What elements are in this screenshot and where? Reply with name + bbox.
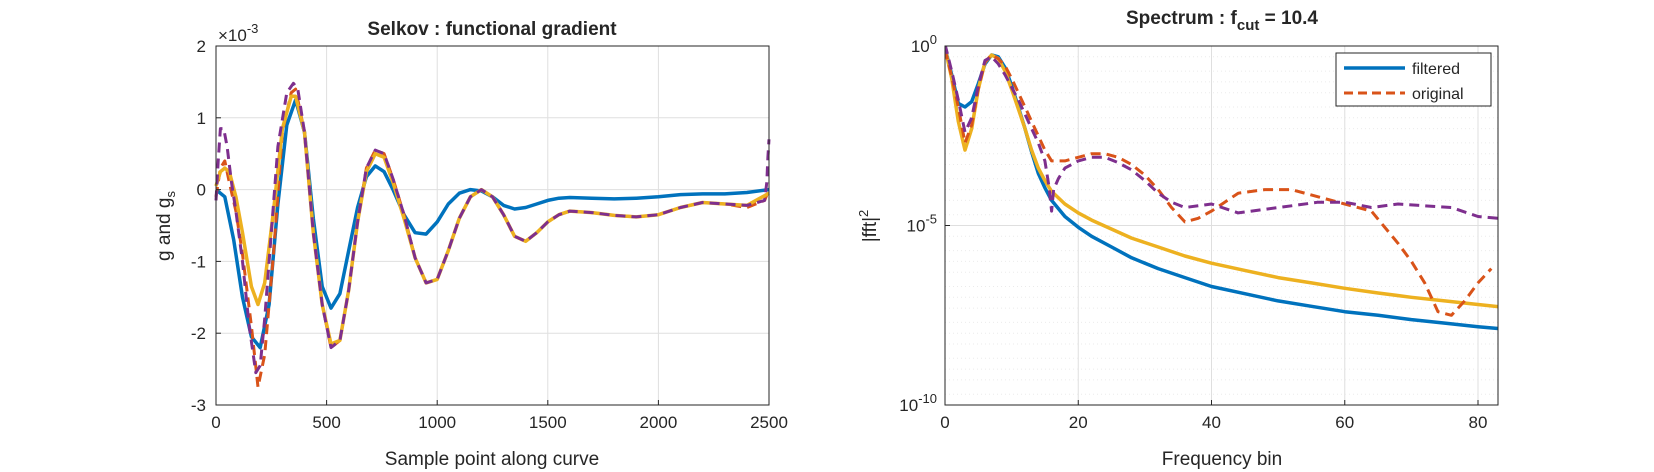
left-x-tick-label: 0 (211, 413, 220, 432)
left-series-line-0 (214, 98, 770, 350)
right-y-tick-label: 10-10 (899, 391, 937, 415)
left-axes-box (215, 45, 770, 406)
right-y-label-main: |fft| (860, 217, 881, 242)
left-x-axis-label: Sample point along curve (385, 449, 599, 470)
right-series-line-3 (945, 46, 1498, 220)
right-chart-title: Spectrum : fcut = 10.4 (1126, 8, 1318, 34)
right-y-tick-base: 10 (911, 37, 930, 56)
right-grid (944, 45, 1498, 406)
left-y-tick-label: -2 (191, 324, 206, 343)
left-chart-title: Selkov : functional gradient (367, 19, 617, 40)
left-x-tick-label: 1000 (418, 413, 456, 432)
right-x-tick-label: 40 (1202, 413, 1221, 432)
right-series (945, 46, 1498, 331)
right-y-axis-label: |fft|2 (856, 210, 881, 243)
left-axes: 0 500 1000 1500 2000 2500 -3 -2 -1 0 1 2 Selkov : f… (154, 19, 788, 470)
right-y-tick-label: 10-5 (907, 212, 937, 236)
left-y-tick-label: 2 (197, 37, 206, 56)
left-series-line-3 (214, 81, 771, 375)
left-y-label-sub: s (163, 191, 178, 198)
legend-box (1335, 52, 1492, 107)
right-y-tick-label: 100 (911, 32, 937, 56)
right-title-sub: cut (1237, 17, 1260, 34)
left-x-tick-label: 2000 (639, 413, 677, 432)
right-x-tick-label: 0 (940, 413, 949, 432)
right-x-tick-label: 60 (1335, 413, 1354, 432)
left-exponent-base: ×10 (218, 26, 247, 45)
right-y-label-sup: 2 (856, 210, 871, 217)
legend-filtered-label: filtered (1412, 61, 1460, 78)
left-x-tick-label: 500 (312, 413, 340, 432)
left-x-tick-label: 2500 (750, 413, 788, 432)
left-exponent-label: ×10-3 (218, 21, 258, 45)
right-x-tick-label: 80 (1469, 413, 1488, 432)
left-series (214, 81, 771, 389)
left-y-axis-label: g and gs (154, 191, 178, 261)
left-y-tick-label: -1 (191, 252, 206, 271)
right-y-tick-exponent: -10 (918, 391, 937, 406)
left-y-tick-label: -3 (191, 396, 206, 415)
legend: filtered original (1335, 52, 1492, 107)
right-y-tick-exponent: -5 (925, 212, 937, 227)
left-series-line-2 (214, 94, 770, 346)
left-exponent-power: -3 (247, 21, 259, 36)
right-y-tick-base: 10 (907, 217, 926, 236)
left-y-tick-label: 1 (197, 109, 206, 128)
left-series-line-1 (214, 87, 771, 389)
left-x-tick-label: 1500 (529, 413, 567, 432)
left-y-tick-label: 0 (197, 181, 206, 200)
right-x-tick-label: 20 (1069, 413, 1088, 432)
left-y-label-main: g and g (154, 198, 175, 261)
right-title-main: Spectrum : f (1126, 8, 1238, 29)
right-y-tick-exponent: 0 (930, 32, 937, 47)
left-ticks: 0 500 1000 1500 2000 2500 -3 -2 -1 0 1 2 (191, 37, 788, 432)
right-series-line-2 (945, 49, 1493, 317)
right-x-axis-label: Frequency bin (1162, 449, 1282, 470)
legend-original-label: original (1412, 86, 1464, 103)
right-title-tail: = 10.4 (1259, 8, 1318, 29)
right-y-tick-base: 10 (899, 396, 918, 415)
